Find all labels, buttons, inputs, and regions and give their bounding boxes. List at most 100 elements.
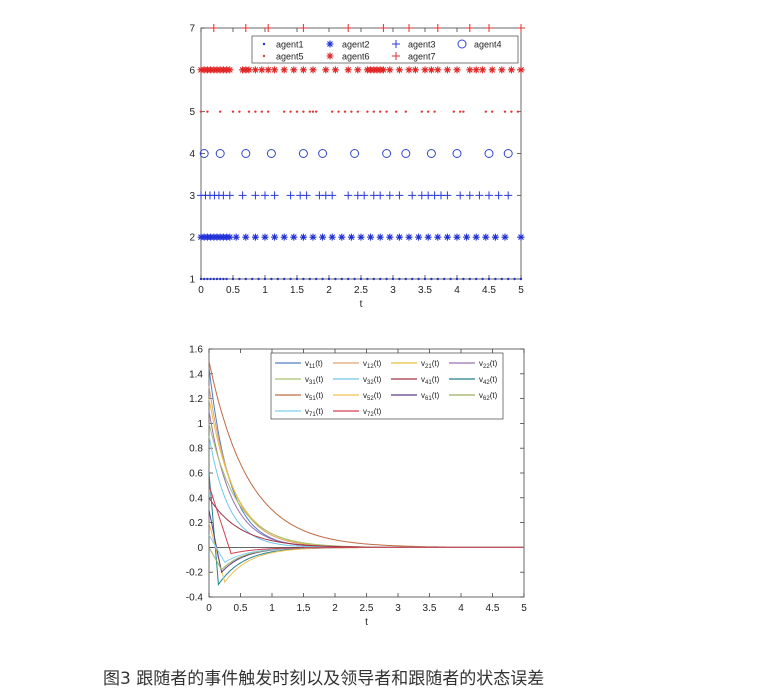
plot1-marker-agent5: [427, 110, 430, 113]
plot2-ytick-label: 0.4: [189, 493, 203, 504]
plot1-marker-agent2: [357, 233, 365, 241]
plot1-marker-agent2: [434, 233, 442, 241]
plot1-marker-agent6: [271, 66, 279, 74]
plot2-xtick-label: 0: [206, 603, 212, 614]
plot1-legend-label: agent4: [474, 40, 502, 50]
plot1-marker-agent1: [455, 277, 459, 281]
plot1-marker-agent6: [258, 66, 266, 74]
plot1-marker-agent4: [350, 149, 360, 158]
plot2-xlabel: t: [365, 617, 368, 628]
plot1-marker-agent5: [510, 110, 513, 113]
plot1-marker-agent6: [421, 66, 429, 74]
plot1-marker-agent1: [276, 277, 279, 281]
plot1-marker-agent3: [485, 191, 493, 200]
plot2-xtick-label: 3.5: [423, 603, 437, 614]
plot2-xtick-label: 2.5: [360, 603, 374, 614]
plot1-marker-agent7: [433, 24, 442, 32]
plot1-marker-agent6: [251, 66, 259, 74]
plot1-marker-agent1: [270, 277, 273, 281]
plot2-legend-label: v61(t): [421, 391, 440, 402]
plot2-xtick-label: 1.5: [297, 603, 311, 614]
plot1-marker-agent1: [222, 277, 225, 281]
plot1-marker-agent5: [356, 110, 359, 113]
plot1-marker-agent6: [344, 66, 352, 74]
plot1-marker-agent3: [270, 191, 279, 200]
plot2-xtick-label: 3: [395, 603, 401, 614]
plot2-legend-label: v72(t): [363, 407, 382, 418]
plot1-marker-agent1: [475, 277, 478, 281]
plot1-marker-agent1: [334, 277, 337, 281]
plot1-xtick-label: 3.5: [418, 285, 432, 296]
plot2-legend-label: v32(t): [363, 375, 382, 386]
plot1-marker-agent4: [215, 149, 225, 158]
plot1-marker-agent2: [424, 233, 432, 241]
plot1-marker-agent7: [517, 24, 525, 32]
plot1-marker-agent7: [379, 24, 388, 32]
plot1-marker-agent2: [415, 233, 423, 241]
plot1-marker-agent1: [353, 277, 356, 281]
plot1-marker-agent6: [434, 66, 442, 74]
plot1-marker-agent6: [488, 66, 496, 74]
plot1-marker-agent1: [398, 277, 401, 281]
plot1-marker-agent1: [519, 277, 523, 281]
plot1-marker-agent1: [462, 277, 465, 281]
plot1-marker-agent2: [517, 233, 525, 241]
plot1-marker-agent5: [247, 110, 251, 113]
plot2-legend-label: v41(t): [421, 375, 440, 386]
plot1-marker-agent2: [328, 233, 336, 241]
plot1-frame: [200, 27, 522, 280]
plot2-xtick-label: 0.5: [234, 603, 248, 614]
plot1-marker-agent5: [267, 110, 270, 113]
plot1-legend-label: agent7: [408, 52, 436, 62]
plot1-xlabel: t: [360, 299, 363, 310]
plot1-marker-agent3: [504, 191, 513, 200]
plot1-legend-box: [251, 35, 519, 64]
plot1-marker-agent5: [491, 110, 494, 113]
plot1-marker-agent2: [501, 233, 509, 241]
plot2-legend-label: v11(t): [305, 359, 323, 370]
plot1-marker-agent6: [405, 66, 413, 74]
plot1-marker-agent1: [244, 277, 247, 281]
plot1-marker-agent1: [251, 277, 254, 281]
plot2-ytick-label: -0.2: [186, 568, 204, 579]
plot1-marker-agent7: [485, 24, 493, 32]
plot1-marker-agent1: [199, 277, 203, 281]
plot1-legend-marker: [392, 52, 400, 60]
plot1-marker-agent1: [430, 277, 433, 281]
plot1-marker-agent5: [503, 110, 507, 113]
plot1-marker-agent1: [340, 277, 343, 281]
plot1-marker-agent3: [395, 191, 404, 200]
plot1-marker-agent5: [283, 110, 286, 113]
plot1-marker-agent2: [453, 233, 461, 241]
plot1-legend-marker: [326, 52, 334, 60]
plot1-marker-agent4: [318, 149, 328, 158]
plot1-marker-agent3: [238, 191, 247, 200]
plot1-marker-agent1: [327, 277, 331, 281]
plot1-marker-agent1: [436, 277, 439, 281]
plot1-marker-agent1: [231, 277, 235, 281]
plot2-ytick-label: 1.6: [189, 345, 203, 356]
plot1-marker-agent1: [225, 277, 228, 281]
plot1-marker-agent4: [298, 149, 308, 158]
plot1-marker-agent1: [423, 277, 427, 281]
plot2-legend-label: v22(t): [479, 359, 498, 370]
plot1-marker-agent1: [417, 277, 420, 281]
plot1-marker-agent3: [465, 191, 474, 200]
plot1-marker-agent1: [359, 277, 363, 281]
plot1-marker-agent2: [309, 233, 317, 241]
plot1-marker-agent1: [500, 277, 503, 281]
plot2-ytick-label: 0.6: [189, 469, 203, 480]
plot1-marker-agent5: [260, 110, 263, 113]
plot1-marker-agent5: [206, 110, 209, 113]
plot2-xtick-label: 4: [458, 603, 464, 614]
plot1-marker-agent1: [257, 277, 260, 281]
plot1-legend-label: agent3: [408, 40, 436, 50]
plot1-marker-agent1: [209, 277, 212, 281]
plot2-xtick-label: 5: [521, 603, 527, 614]
plot1-marker-agent6: [331, 66, 339, 74]
plot1-marker-agent4: [452, 149, 462, 158]
plot2-ytick-label: 0.2: [189, 518, 203, 529]
plot1-legend-label: agent1: [276, 40, 304, 50]
plot1-marker-agent1: [385, 277, 388, 281]
plot1-marker-agent1: [315, 277, 318, 281]
